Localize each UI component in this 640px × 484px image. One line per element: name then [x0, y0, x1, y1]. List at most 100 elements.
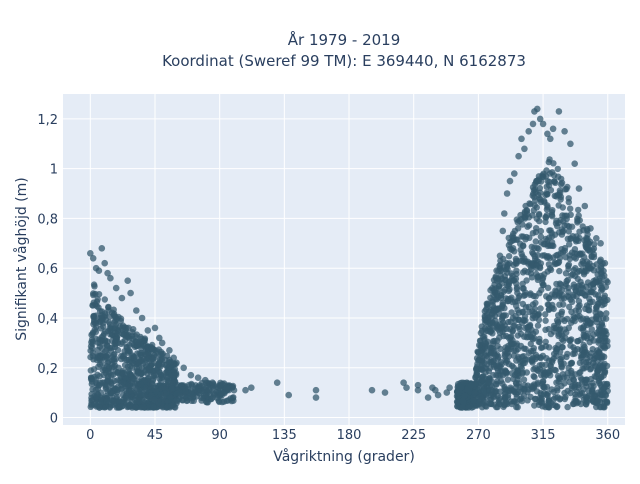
- cloud-point: [584, 279, 592, 286]
- x-tick-label: 315: [531, 428, 556, 443]
- data-point: [107, 274, 114, 282]
- cloud-point: [488, 387, 496, 394]
- cloud-point: [568, 319, 575, 326]
- data-point: [194, 374, 202, 382]
- cloud-point: [574, 338, 581, 345]
- cloud-point: [485, 379, 492, 386]
- cloud-point: [92, 320, 99, 327]
- cloud-point: [573, 233, 580, 240]
- cloud-point: [168, 385, 176, 392]
- cloud-point: [554, 385, 561, 392]
- cloud-point: [570, 293, 577, 300]
- cloud-point: [115, 364, 122, 371]
- cloud-point: [521, 267, 528, 274]
- cloud-point: [206, 387, 213, 394]
- cloud-point: [559, 228, 566, 235]
- cloud-point: [567, 342, 574, 349]
- cloud-point: [582, 400, 589, 408]
- x-tick-label: 225: [401, 428, 426, 443]
- cloud-point: [516, 217, 523, 224]
- cloud-point: [577, 400, 585, 408]
- cloud-point: [532, 238, 539, 245]
- cloud-point: [516, 292, 523, 299]
- cloud-point: [514, 332, 522, 339]
- data-point: [414, 386, 422, 394]
- cloud-point: [585, 303, 593, 310]
- cloud-point: [104, 388, 111, 395]
- cloud-point: [118, 403, 126, 410]
- data-point: [571, 160, 578, 167]
- cloud-point: [519, 280, 526, 287]
- cloud-point: [565, 195, 572, 202]
- cloud-point: [561, 326, 568, 333]
- cloud-point: [503, 325, 510, 332]
- cloud-point: [464, 386, 471, 393]
- cloud-point: [535, 210, 543, 218]
- cloud-point: [485, 368, 493, 375]
- cloud-point: [505, 387, 512, 394]
- data-point: [518, 135, 525, 143]
- cloud-point: [553, 403, 560, 411]
- data-point: [98, 245, 106, 252]
- cloud-point: [487, 327, 495, 335]
- cloud-point: [219, 398, 226, 406]
- cloud-point: [145, 355, 152, 362]
- cloud-point: [604, 338, 611, 345]
- cloud-point: [495, 283, 503, 290]
- data-point: [539, 120, 547, 128]
- cloud-point: [532, 328, 540, 335]
- cloud-point: [493, 289, 501, 297]
- x-tick-label: 90: [211, 428, 228, 443]
- cloud-point: [578, 347, 586, 354]
- cloud-point: [558, 175, 565, 183]
- cloud-point: [582, 359, 590, 366]
- cloud-point: [137, 391, 144, 398]
- cloud-point: [559, 212, 566, 219]
- data-point: [180, 364, 187, 372]
- cloud-point: [547, 362, 554, 369]
- data-point: [400, 379, 407, 387]
- data-point: [536, 115, 544, 123]
- cloud-point: [534, 274, 542, 281]
- cloud-point: [493, 362, 500, 369]
- cloud-point: [143, 342, 150, 349]
- data-point: [414, 381, 422, 389]
- cloud-point: [594, 292, 602, 299]
- cloud-point: [552, 220, 560, 227]
- cloud-point: [527, 260, 535, 267]
- data-point: [173, 359, 180, 367]
- cloud-point: [526, 200, 533, 207]
- y-tick-label: 0,4: [37, 312, 58, 327]
- cloud-point: [574, 313, 581, 320]
- data-points: [87, 105, 610, 401]
- cloud-point: [120, 331, 128, 338]
- cloud-point: [599, 286, 606, 293]
- cloud-point: [535, 191, 542, 199]
- cloud-point: [532, 395, 539, 403]
- cloud-point: [542, 173, 550, 180]
- data-point: [312, 386, 320, 394]
- data-point: [587, 225, 594, 232]
- cloud-point: [522, 289, 529, 296]
- cloud-point: [522, 317, 529, 324]
- cloud-point: [576, 369, 583, 377]
- cloud-point: [576, 251, 583, 258]
- cloud-point: [558, 330, 565, 337]
- data-point: [223, 384, 231, 392]
- data-point: [443, 389, 451, 396]
- cloud-point: [531, 373, 538, 381]
- y-tick-label: 0: [50, 412, 58, 427]
- cloud-point: [601, 328, 608, 335]
- data-point: [104, 269, 111, 277]
- cloud-point: [502, 369, 510, 376]
- cloud-point: [547, 227, 554, 234]
- cloud-point: [509, 233, 516, 240]
- cloud-point: [532, 197, 539, 204]
- cloud-point: [92, 290, 99, 298]
- data-point: [467, 381, 475, 389]
- cloud-point: [592, 363, 599, 370]
- cloud-point: [599, 273, 606, 280]
- cloud-point: [565, 265, 572, 273]
- cloud-point: [490, 394, 497, 401]
- cloud-point: [601, 344, 609, 352]
